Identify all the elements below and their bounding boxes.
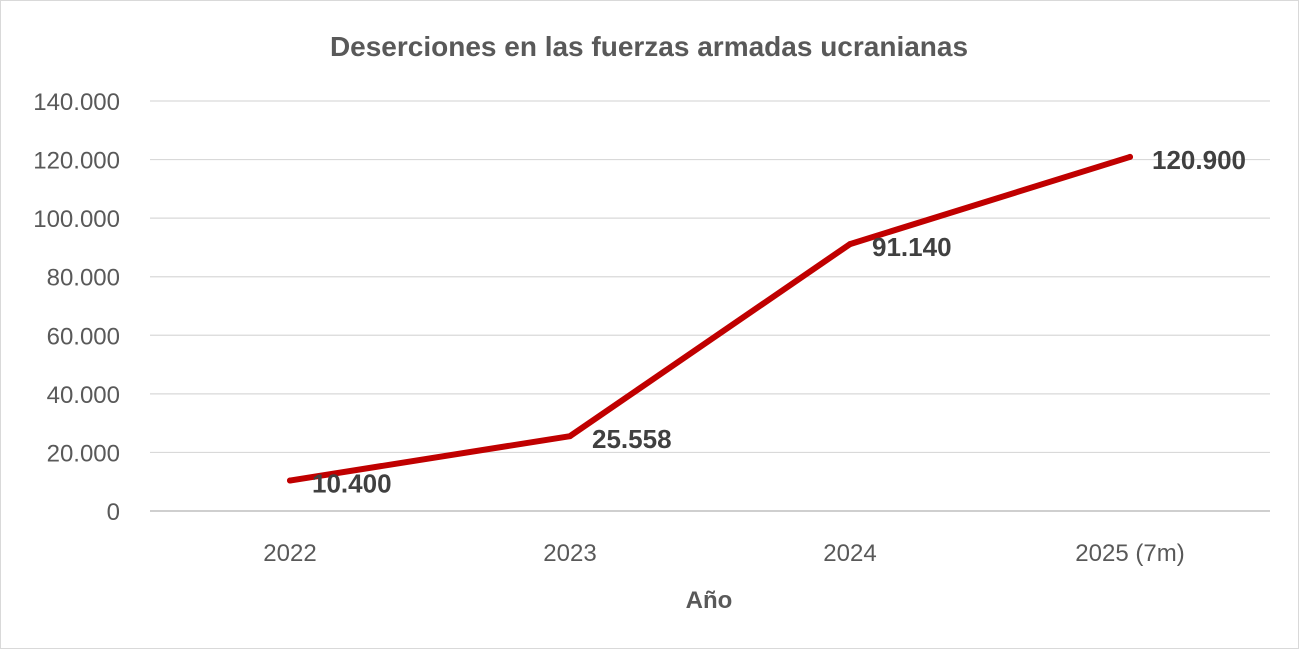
x-tick-label: 2025 (7m) [1075, 540, 1184, 567]
data-labels: 10.400 25.558 91.140 120.900 [312, 145, 1246, 499]
y-tick-label: 60.000 [47, 323, 120, 350]
x-tick-label: 2022 [263, 540, 316, 567]
data-point [1127, 153, 1133, 160]
y-tick-label: 40.000 [47, 382, 120, 409]
data-point [847, 241, 853, 248]
data-label: 10.400 [312, 469, 392, 499]
data-label: 25.558 [592, 424, 672, 454]
chart-title: Deserciones en las fuerzas armadas ucran… [330, 31, 968, 62]
x-tick-label: 2023 [543, 540, 596, 567]
series [287, 153, 1133, 484]
x-axis-label: Año [686, 587, 733, 614]
y-tick-label: 20.000 [47, 440, 120, 467]
data-label: 120.900 [1152, 145, 1246, 175]
y-tick-label: 100.000 [33, 206, 120, 233]
x-tick-label: 2024 [823, 540, 876, 567]
y-tick-label: 140.000 [33, 89, 120, 116]
data-label: 91.140 [872, 232, 952, 262]
y-tick-label: 120.000 [33, 148, 120, 175]
data-point [287, 477, 293, 484]
y-axis-tick-labels: 0 20.000 40.000 60.000 80.000 100.000 120.000 1… [33, 89, 120, 526]
series-line [287, 153, 1133, 484]
gridlines [150, 100, 1270, 512]
y-tick-label: 80.000 [47, 265, 120, 292]
data-point [567, 433, 573, 440]
x-axis-tick-labels: 2022 2023 2024 2025 (7m) [263, 540, 1184, 567]
y-tick-label: 0 [107, 499, 120, 526]
